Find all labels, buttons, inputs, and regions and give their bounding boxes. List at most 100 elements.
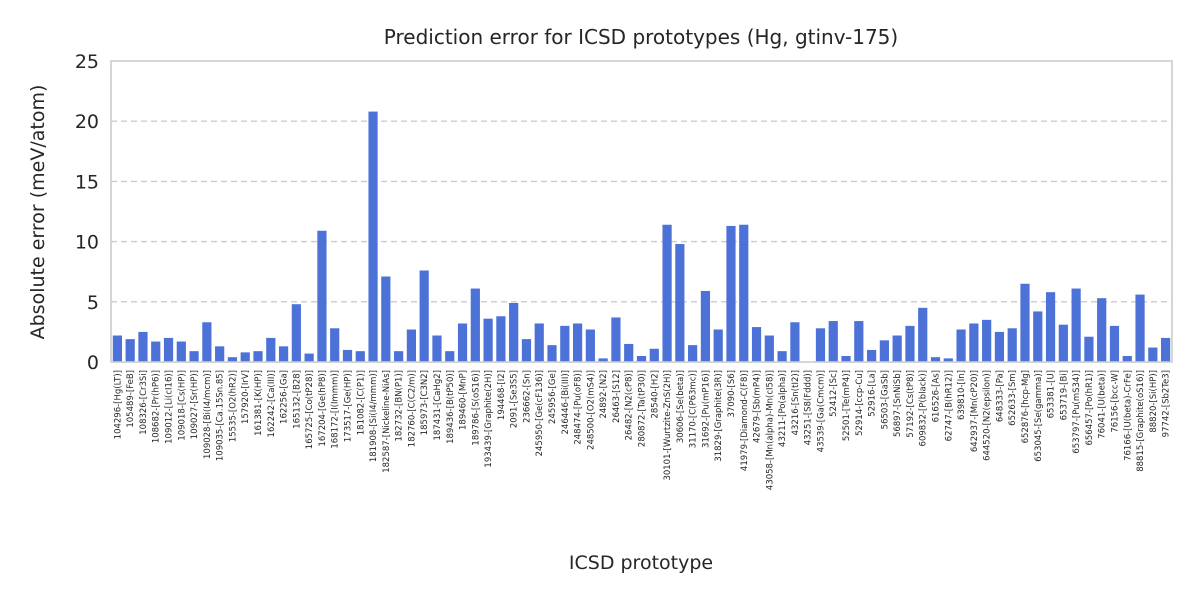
x-tick-label: 109035-[Ca.15Sn.85] bbox=[216, 370, 226, 461]
x-tick-label: 30101-[Wurtzite-ZnS(2H)] bbox=[663, 370, 673, 481]
x-tick-label: 245950-[Ge(cF136)] bbox=[535, 370, 545, 456]
x-tick-label: 28540-[H2] bbox=[650, 370, 660, 419]
y-tick-label: 20 bbox=[75, 111, 99, 133]
x-tick-label: 88820-[Si(HP)] bbox=[1149, 370, 1159, 433]
bar bbox=[598, 358, 608, 362]
x-tick-label: 62747-[B(hR12)] bbox=[944, 370, 954, 441]
bar bbox=[547, 345, 557, 362]
x-tick-label: 616526-[As] bbox=[932, 370, 942, 422]
x-tick-label: 56503-[GaSb] bbox=[880, 370, 890, 429]
chart-title: Prediction error for ICSD prototypes (Hg… bbox=[384, 25, 898, 49]
x-tick-label: 653045-[Se(gamma)] bbox=[1034, 370, 1044, 462]
bar bbox=[342, 349, 353, 362]
bar bbox=[125, 339, 135, 362]
bar bbox=[496, 316, 506, 362]
bar bbox=[1084, 336, 1094, 362]
bar bbox=[457, 323, 468, 362]
bars bbox=[112, 111, 1171, 363]
bar bbox=[445, 351, 455, 362]
bar bbox=[956, 329, 966, 362]
bar bbox=[1161, 337, 1171, 362]
x-tick-label: 648333-[Pa] bbox=[995, 370, 1005, 422]
x-tick-label: 653797-[Pu(mS34)] bbox=[1072, 370, 1082, 454]
bar bbox=[470, 288, 480, 362]
x-tick-label: 88815-[Graphite(oS16)] bbox=[1136, 370, 1146, 472]
x-tick-label: 182732-[BN(P1)] bbox=[395, 370, 405, 442]
x-tick-label: 52501-[Te(mP4)] bbox=[842, 370, 852, 441]
x-tick-label: 104296-[Hg(LT)] bbox=[113, 370, 123, 439]
bar bbox=[994, 331, 1005, 362]
x-tick-label: 162256-[Ga] bbox=[280, 370, 290, 424]
y-tick-label: 15 bbox=[75, 171, 99, 193]
bar bbox=[1148, 347, 1158, 362]
bar bbox=[764, 335, 774, 362]
x-tick-label: 31170-[C(P63mc)] bbox=[689, 370, 699, 448]
x-tick-label: 43058-[Mn(alpha)-Mn(cI58)] bbox=[765, 370, 775, 490]
x-tick-label: 56897-[SnNiSb] bbox=[893, 370, 903, 437]
x-tick-label: 105489-[FeB] bbox=[126, 370, 136, 428]
x-tick-label: 189460-[MnP] bbox=[459, 370, 469, 430]
bar bbox=[1071, 288, 1081, 362]
bar bbox=[266, 337, 276, 362]
bar bbox=[227, 357, 238, 362]
bar bbox=[688, 345, 698, 362]
x-tick-label: 167204-[Ge(hP8)] bbox=[318, 370, 328, 447]
x-tick-label: 173517-[Ge(HP)] bbox=[343, 370, 353, 442]
x-tick-label: 31829-[Graphite(3R)] bbox=[714, 370, 724, 462]
bar bbox=[713, 329, 723, 362]
bar bbox=[355, 351, 365, 362]
x-tick-label: 15535-[O2(hR2)] bbox=[228, 370, 238, 442]
bar bbox=[866, 349, 877, 362]
bar bbox=[163, 337, 174, 362]
x-tick-label: 76166-[U(beta)-CrFe] bbox=[1123, 370, 1133, 461]
x-tick-label: 181082-[C(P1)] bbox=[356, 370, 366, 435]
x-tick-label: 248474-[Pu(oF8)] bbox=[574, 370, 584, 445]
bar bbox=[534, 323, 544, 362]
x-tick-label: 43539-[Ga(Cmcm)] bbox=[816, 370, 826, 452]
x-tick-label: 109018-[Cs(HP)] bbox=[177, 370, 187, 441]
grid-lines bbox=[111, 120, 1172, 303]
bar bbox=[509, 303, 519, 362]
x-axis-label: ICSD prototype bbox=[569, 552, 713, 574]
bar bbox=[662, 224, 672, 362]
x-tick-label: 52412-[Sc] bbox=[829, 370, 839, 417]
x-tick-label: 109012-[Li(cI16)] bbox=[165, 370, 175, 444]
x-tick-label: 185973-[C3N2] bbox=[420, 370, 430, 435]
x-tick-label: 194468-[I2] bbox=[497, 370, 507, 420]
x-tick-label: 57192-[Cs(tP8)] bbox=[906, 370, 916, 438]
bar bbox=[739, 224, 749, 362]
x-tick-label: 31692-[Pu(mP16)] bbox=[701, 370, 711, 448]
y-tick-label: 5 bbox=[87, 292, 99, 314]
x-tick-label: 43216-[Sn(tI2)] bbox=[791, 370, 801, 435]
bar bbox=[649, 348, 659, 362]
bar bbox=[394, 351, 404, 362]
bar bbox=[982, 319, 992, 362]
x-tick-label: 644520-[N2(epsilon)] bbox=[983, 370, 993, 461]
bar bbox=[483, 318, 493, 362]
y-tick-label: 0 bbox=[87, 352, 99, 374]
x-tick-label: 165725-[Co(tP28)] bbox=[305, 370, 315, 449]
bar bbox=[1135, 294, 1145, 362]
bar bbox=[815, 328, 826, 362]
bar bbox=[215, 346, 225, 362]
bar bbox=[1020, 283, 1030, 362]
bar bbox=[905, 325, 915, 362]
bar bbox=[585, 329, 595, 362]
bar bbox=[406, 329, 417, 362]
x-tick-label: 181908-[Si(I4/mmm)] bbox=[369, 370, 379, 462]
bar bbox=[751, 327, 762, 362]
bar bbox=[611, 317, 621, 362]
bar bbox=[368, 111, 378, 363]
bar bbox=[969, 323, 979, 362]
x-tick-label: 248500-[O2(mS4)] bbox=[586, 370, 596, 450]
plot-frame bbox=[110, 60, 1173, 363]
bar bbox=[240, 352, 250, 362]
x-tick-label: 43211-[Po(alpha)] bbox=[778, 370, 788, 447]
bar bbox=[419, 270, 429, 362]
x-tick-label: 30606-[Se(beta)] bbox=[676, 370, 686, 443]
y-tick-labels: 0 5 10 15 20 25 bbox=[75, 51, 99, 374]
x-tick-label: 653381-[U] bbox=[1047, 370, 1057, 418]
x-tick-label: 43251-[S8(Fddd)] bbox=[804, 370, 814, 445]
bar bbox=[138, 331, 148, 362]
